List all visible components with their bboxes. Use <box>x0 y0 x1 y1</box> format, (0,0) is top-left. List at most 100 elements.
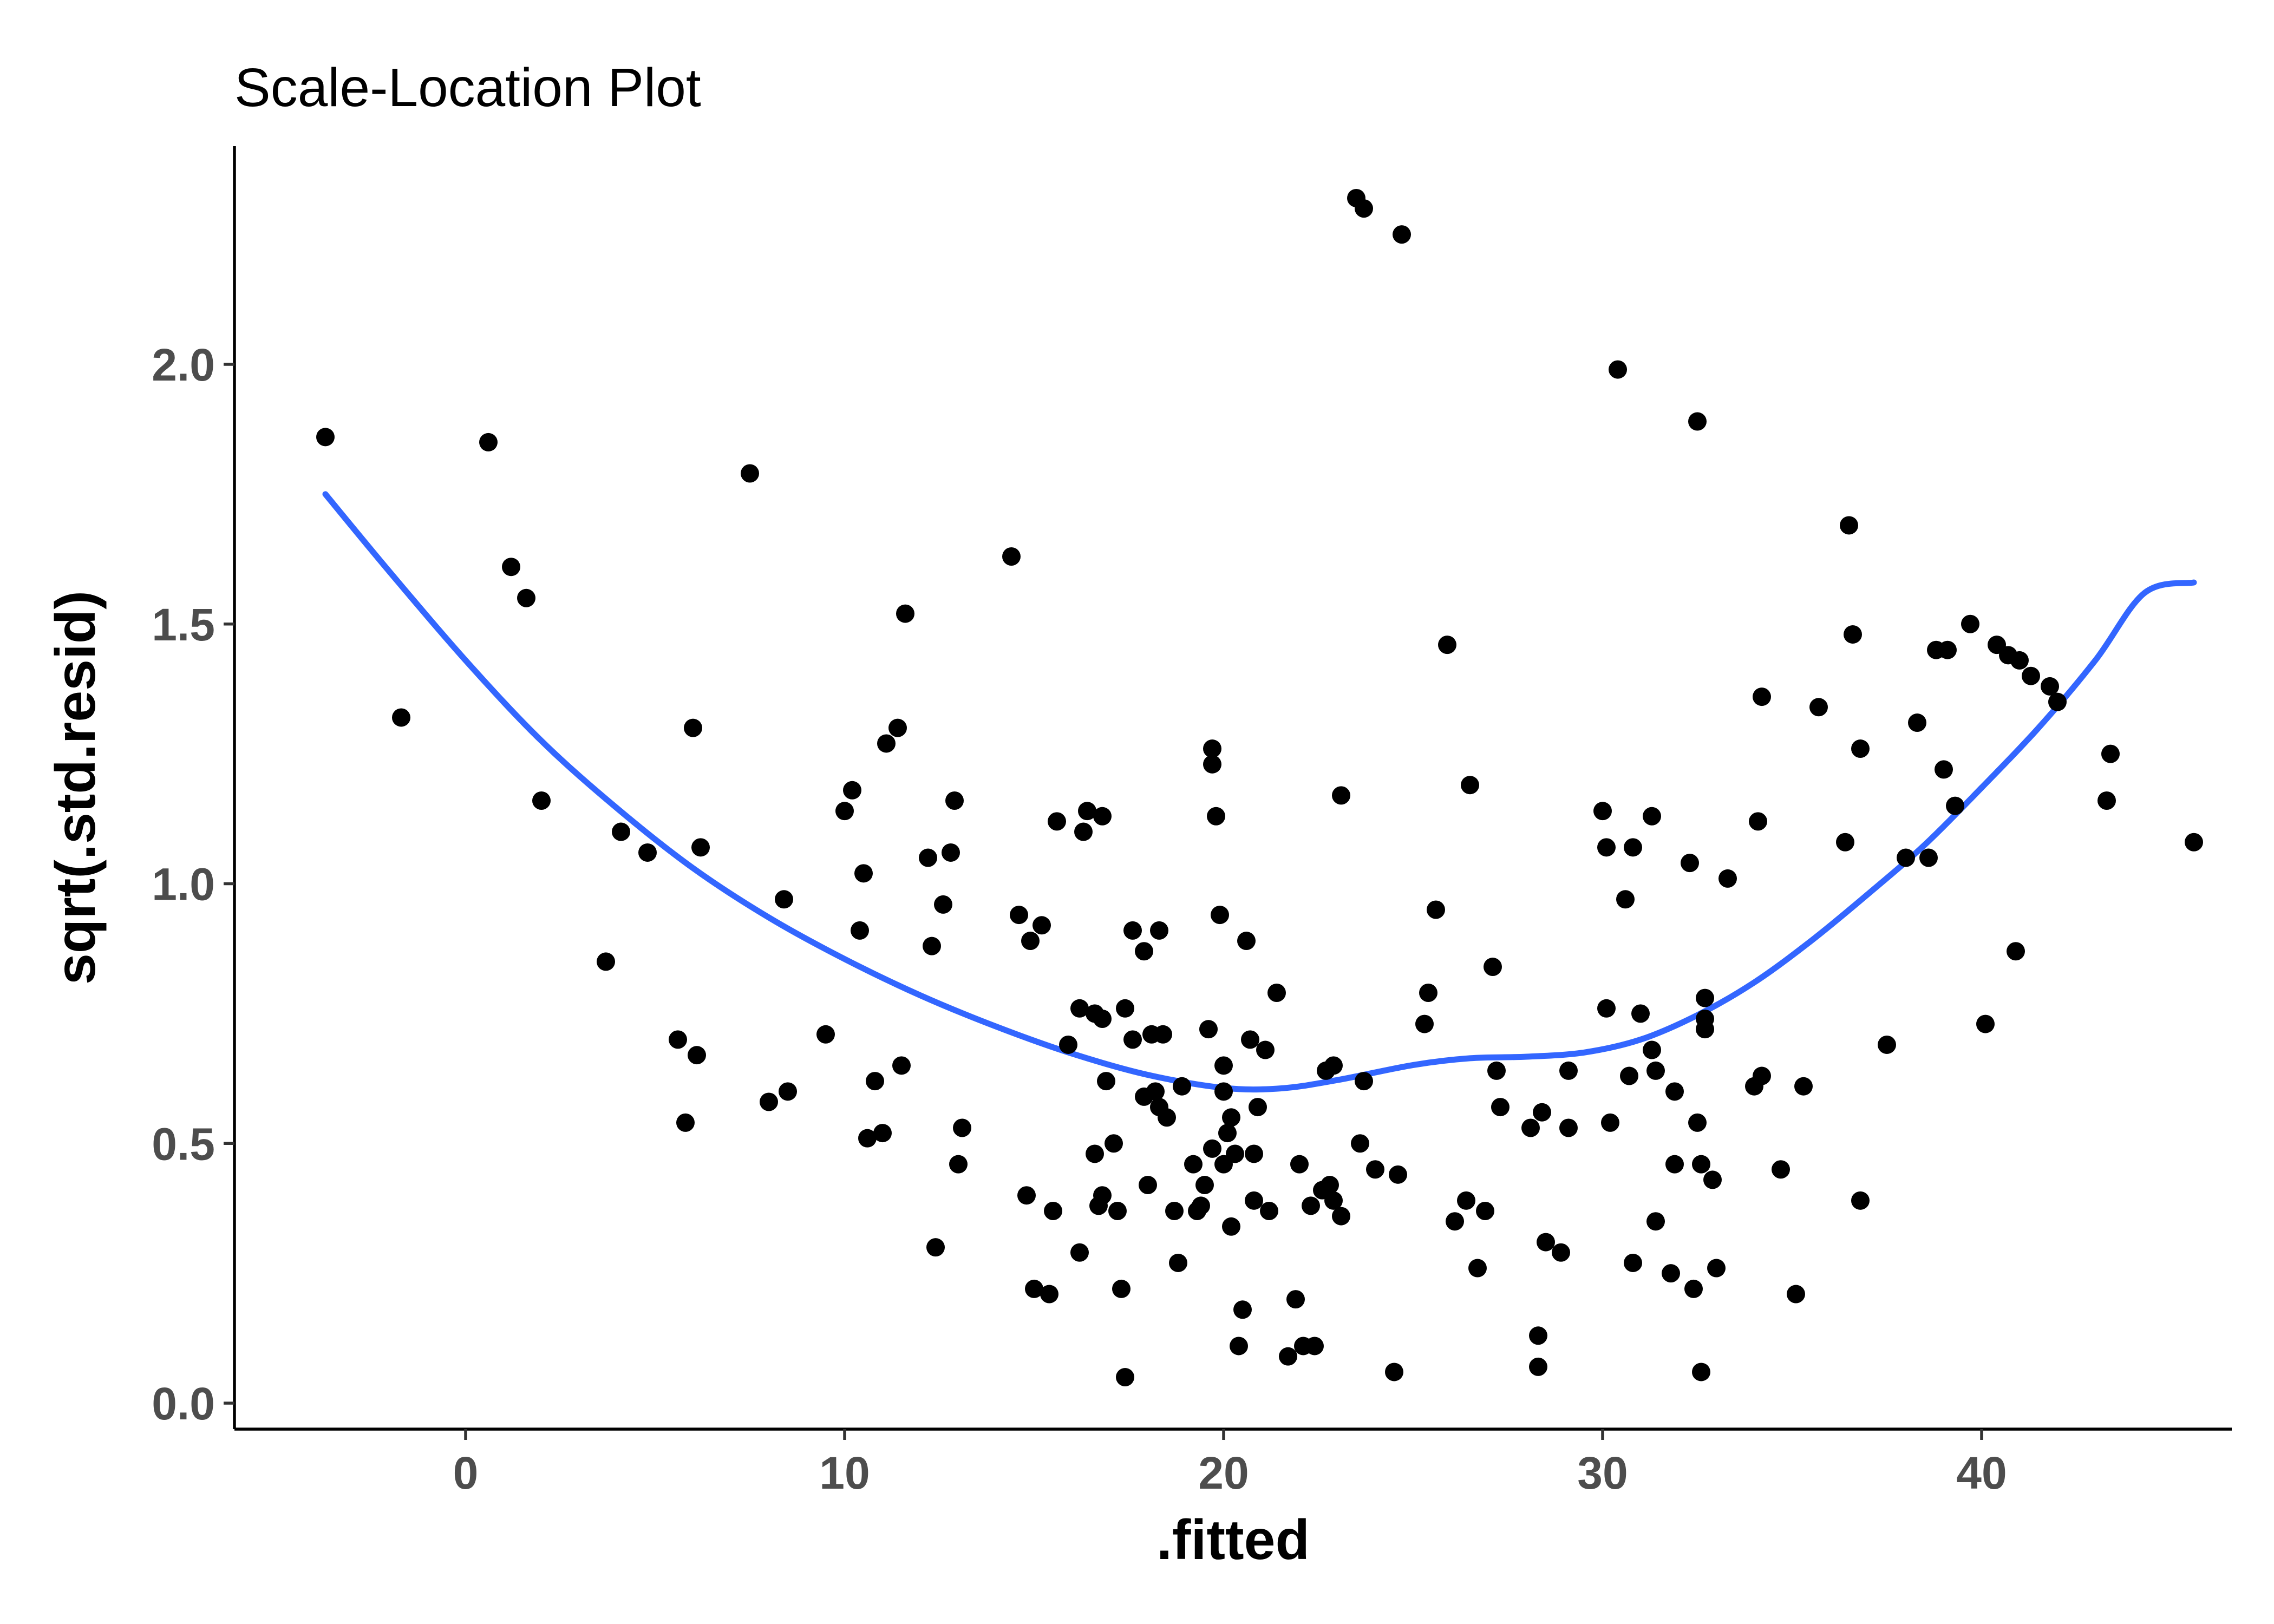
data-point <box>1457 1191 1475 1210</box>
data-point <box>1908 713 1926 732</box>
data-point <box>479 433 498 451</box>
data-point <box>2022 666 2040 685</box>
data-point <box>684 718 702 737</box>
y-axis-title: sqrt(.std.resid) <box>44 591 107 985</box>
data-point <box>877 734 896 753</box>
data-point <box>1609 360 1627 379</box>
data-point <box>1393 225 1411 244</box>
chart-title: Scale-Location Plot <box>234 57 701 118</box>
data-point <box>1025 1279 1043 1298</box>
data-point <box>1260 1202 1278 1221</box>
data-point <box>1116 1368 1134 1387</box>
data-point <box>1249 1098 1267 1117</box>
data-point <box>1521 1118 1540 1137</box>
x-ticks: 0 10 20 30 40 <box>453 1429 2007 1498</box>
data-point <box>760 1092 778 1111</box>
data-point <box>1214 1056 1233 1075</box>
data-point <box>866 1072 884 1091</box>
data-point <box>1427 900 1445 919</box>
data-point <box>1207 807 1225 826</box>
data-point <box>1662 1264 1680 1283</box>
data-point <box>1616 890 1635 909</box>
data-point <box>1696 988 1714 1007</box>
data-point <box>1226 1144 1244 1163</box>
y-tick-label: 0.5 <box>152 1118 215 1169</box>
data-point <box>316 428 335 447</box>
data-point <box>1154 1025 1172 1044</box>
data-point <box>1919 848 1938 867</box>
data-point <box>1703 1170 1722 1189</box>
data-point <box>1203 739 1221 758</box>
data-point <box>2101 744 2120 763</box>
data-point <box>1446 1212 1464 1231</box>
data-point <box>1809 698 1828 717</box>
data-point <box>953 1118 971 1137</box>
data-point <box>1851 739 1870 758</box>
data-point <box>1070 1243 1089 1262</box>
data-point <box>1184 1155 1203 1174</box>
data-point <box>1696 1009 1714 1028</box>
data-point <box>1844 625 1862 644</box>
data-point <box>1840 516 1858 535</box>
x-tick-label: 10 <box>819 1448 870 1498</box>
data-point <box>1389 1165 1407 1184</box>
y-tick-label: 1.5 <box>152 599 215 650</box>
data-point <box>1529 1357 1547 1376</box>
data-point <box>1597 999 1616 1018</box>
data-point <box>1484 958 1502 977</box>
data-point <box>926 1238 945 1257</box>
data-point <box>1366 1160 1384 1179</box>
data-point <box>854 864 873 883</box>
x-tick-label: 40 <box>1956 1448 2007 1498</box>
data-point <box>1059 1035 1077 1054</box>
data-point <box>1897 848 1915 867</box>
data-point <box>1324 1056 1343 1075</box>
data-point <box>1601 1113 1619 1132</box>
data-point <box>1078 802 1096 821</box>
data-point <box>919 848 937 867</box>
x-axis: 0 10 20 30 40 <box>234 1427 2232 1498</box>
data-point <box>612 822 630 841</box>
data-point <box>2007 942 2025 961</box>
points-layer <box>316 188 2203 1387</box>
data-point <box>1961 614 1979 633</box>
data-point <box>676 1113 695 1132</box>
data-point <box>1044 1202 1062 1221</box>
data-point <box>1146 1082 1165 1101</box>
data-point <box>1021 932 1040 951</box>
x-tick-label: 0 <box>453 1448 479 1498</box>
data-point <box>1199 1020 1218 1039</box>
data-point <box>517 588 535 607</box>
data-point <box>1419 984 1437 1003</box>
data-point <box>1772 1160 1790 1179</box>
data-point <box>896 604 914 623</box>
data-point <box>502 558 520 577</box>
data-point <box>1646 1212 1665 1231</box>
data-point <box>1624 838 1642 857</box>
data-point <box>1332 786 1350 805</box>
data-point <box>1794 1077 1813 1096</box>
data-point <box>669 1030 687 1049</box>
data-point <box>1491 1098 1510 1117</box>
data-point <box>1646 1061 1665 1080</box>
data-point <box>1150 921 1168 940</box>
data-point <box>1851 1191 1870 1210</box>
data-point <box>1324 1191 1343 1210</box>
y-axis: 0.0 0.5 1.0 1.5 2.0 <box>152 146 236 1429</box>
data-point <box>923 937 941 955</box>
data-point <box>873 1124 892 1143</box>
data-point <box>1552 1243 1570 1262</box>
data-point <box>1355 1072 1373 1091</box>
data-point <box>1468 1259 1487 1278</box>
data-point <box>1302 1196 1320 1215</box>
data-point <box>934 895 952 914</box>
data-point <box>1086 1144 1104 1163</box>
data-point <box>1688 412 1707 431</box>
data-point <box>1245 1191 1263 1210</box>
data-point <box>1597 838 1616 857</box>
data-point <box>1878 1035 1896 1054</box>
data-point <box>1332 1207 1350 1226</box>
data-point <box>1286 1290 1305 1309</box>
data-point <box>816 1025 835 1044</box>
data-point <box>1214 1082 1233 1101</box>
